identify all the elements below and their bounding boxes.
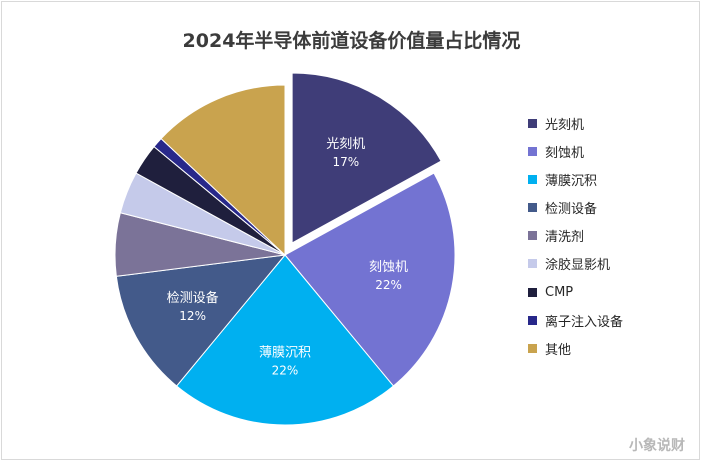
- legend-item: 薄膜沉积: [528, 169, 623, 189]
- pie-slice-1: [284, 172, 456, 387]
- legend-item: 检测设备: [528, 198, 623, 218]
- legend-label: 刻蚀机: [545, 145, 585, 161]
- legend-item: 离子注入设备: [528, 310, 623, 330]
- legend-swatch: [528, 231, 537, 241]
- legend-item: 涂胶显影机: [528, 254, 623, 274]
- data-label-value: 12%: [179, 309, 206, 323]
- legend-item: 刻蚀机: [528, 141, 623, 161]
- data-label-category: 光刻机: [326, 137, 365, 152]
- pie-slice-2: [175, 254, 395, 426]
- watermark: 小象说财: [629, 435, 685, 455]
- legend-swatch: [528, 203, 537, 213]
- pie-slice-3: [115, 254, 287, 387]
- chart-title: 2024年半导体前道设备价值量占比情况: [182, 30, 521, 52]
- data-label-value: 22%: [272, 363, 299, 377]
- legend-item: 光刻机: [528, 113, 623, 133]
- watermark-text: 小象说财: [629, 438, 685, 454]
- legend-swatch: [528, 174, 537, 184]
- legend-swatch: [528, 259, 537, 269]
- legend-swatch: [528, 344, 537, 353]
- legend-item: 其他: [528, 339, 623, 359]
- legend-label: 薄膜沉积: [545, 173, 598, 189]
- pie-slice-0: [291, 72, 442, 244]
- data-label-category: 刻蚀机: [369, 260, 408, 275]
- legend-item: 清洗剂: [528, 226, 623, 246]
- legend-label: 其他: [545, 343, 572, 358]
- data-label-value: 22%: [375, 278, 402, 292]
- legend-swatch: [528, 146, 537, 156]
- legend-label: CMP: [545, 284, 574, 300]
- data-label-value: 17%: [332, 155, 359, 169]
- pie-data-labels: 光刻机 17% 刻蚀机 22% 薄膜沉积 22% 检测设备 12%: [167, 137, 408, 377]
- data-label-category: 薄膜沉积: [259, 345, 311, 360]
- legend-label: 离子注入设备: [545, 314, 624, 330]
- legend-swatch: [528, 287, 537, 297]
- chart-legend: 光刻机刻蚀机薄膜沉积检测设备清洗剂涂胶显影机 CMP 离子注入设备 其他: [528, 113, 623, 367]
- legend-swatch: [528, 118, 537, 128]
- legend-label: 涂胶显影机: [545, 258, 611, 274]
- pie-slices: [114, 72, 456, 426]
- pie-slice-8: [160, 84, 286, 257]
- legend-label: 清洗剂: [545, 230, 585, 246]
- data-label-category: 检测设备: [167, 290, 219, 306]
- legend-label: 光刻机: [545, 117, 585, 133]
- legend-item: CMP: [528, 282, 623, 302]
- legend-label: 检测设备: [545, 202, 598, 218]
- legend-swatch: [528, 315, 537, 325]
